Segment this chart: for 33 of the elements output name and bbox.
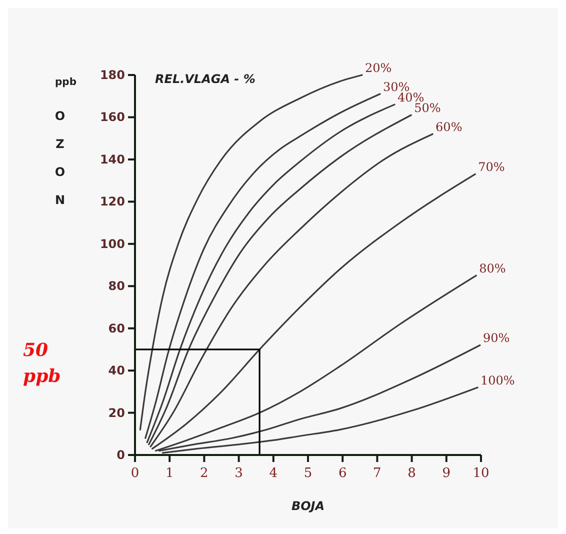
y-tick-label: 120 [100, 194, 125, 209]
series-label: 80% [479, 262, 506, 276]
x-tick-label: 10 [472, 466, 490, 481]
y-tick-label: 140 [100, 152, 125, 166]
series-label: 30% [382, 80, 410, 94]
text: ppb OZON [54, 77, 76, 207]
legend-title: REL.VLAGA - % [155, 72, 256, 86]
y-tick-label: 60 [108, 321, 125, 336]
x-tick-label: 9 [442, 466, 451, 481]
x-tick-label: 6 [338, 466, 347, 481]
series-label: 60% [436, 120, 462, 134]
y-tick-label: 0 [116, 448, 125, 462]
text: 50 ppb [23, 340, 61, 387]
y-tick-label: 160 [100, 110, 125, 124]
series-label: 20% [364, 61, 392, 75]
series-label: 50% [414, 101, 441, 116]
x-tick-label: 3 [234, 466, 243, 481]
series-label: 70% [478, 160, 505, 174]
y-tick-label: 40 [108, 364, 125, 378]
x-tick-label: 2 [200, 466, 208, 481]
y-tick-label: 180 [100, 68, 125, 82]
x-tick-label: 7 [373, 466, 382, 481]
y-tick-label: 80 [108, 279, 125, 294]
x-tick-label: 8 [408, 466, 416, 481]
x-tick-label: 1 [165, 466, 174, 481]
series-label: 100% [480, 373, 515, 388]
x-tick-label: 0 [130, 466, 140, 481]
y-tick-label: 100 [100, 236, 125, 251]
x-tick-label: 4 [269, 466, 278, 481]
y-tick-label: 20 [108, 406, 125, 420]
series-label: 90% [482, 331, 510, 346]
x-tick-label: 5 [304, 466, 312, 481]
x-axis-title: BOJA [291, 499, 325, 513]
